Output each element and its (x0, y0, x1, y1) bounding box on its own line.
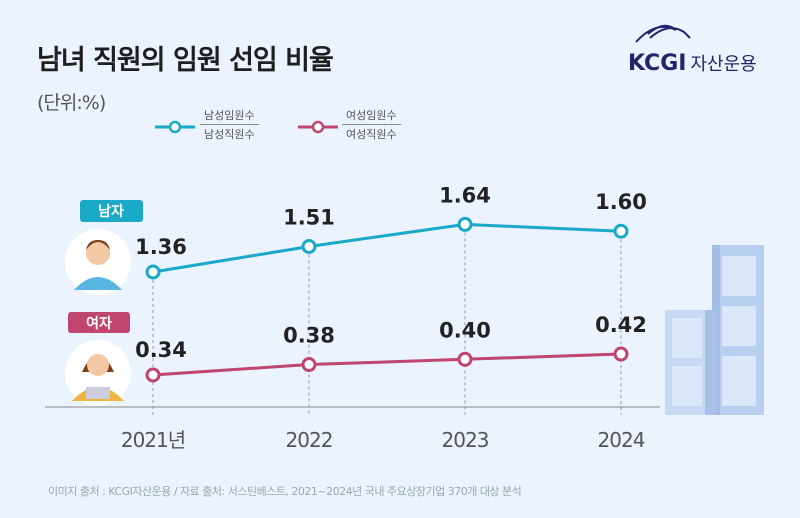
data-label: 0.34 (135, 338, 187, 362)
legend-female: 여성임원수 여성직원수 (342, 106, 401, 143)
badge-female-label: 여자 (86, 315, 112, 332)
legend-male-icon (155, 120, 195, 134)
logo-mark-icon (635, 24, 691, 43)
buildings-illustration (665, 245, 764, 415)
data-point (457, 216, 473, 232)
data-point (613, 223, 629, 239)
data-point (613, 346, 629, 362)
data-point (301, 357, 317, 373)
x-tick-label: 2021년 (121, 428, 185, 452)
data-point (145, 264, 161, 280)
badge-female: 여자 (68, 312, 130, 333)
data-point (457, 351, 473, 367)
x-tick-label: 2023 (442, 428, 489, 452)
data-label: 1.60 (595, 190, 647, 214)
logo-sub: 자산운용 (690, 54, 757, 75)
unit-label: (단위:%) (37, 92, 106, 114)
chart-title: 남녀 직원의 임원 선임 비율 (37, 45, 334, 76)
legend-male: 남성임원수 남성직원수 (200, 106, 259, 143)
logo: KCGI 자산운용 (628, 50, 757, 76)
legend-female-icon (298, 120, 338, 134)
series-line-1 (152, 352, 622, 377)
x-tick-label: 2022 (286, 428, 333, 452)
data-label: 0.42 (595, 313, 647, 337)
badge-male: 남자 (80, 200, 143, 222)
data-label: 1.64 (439, 183, 491, 207)
avatar-female (65, 340, 131, 406)
data-label: 0.38 (283, 324, 335, 348)
data-label: 1.36 (135, 235, 187, 259)
data-label: 1.51 (283, 206, 335, 230)
data-label: 0.40 (439, 318, 491, 342)
footer-source: 이미지 출처 : KCGI자산운용 / 자료 출처: 서스틴베스트, 2021~… (48, 485, 522, 498)
data-point (145, 367, 161, 383)
logo-brand: KCGI (628, 51, 687, 76)
data-point (301, 239, 317, 254)
badge-male-label: 남자 (98, 203, 124, 220)
avatar-male (65, 229, 131, 295)
x-tick-label: 2024 (598, 428, 645, 452)
series-line-0 (152, 222, 622, 274)
